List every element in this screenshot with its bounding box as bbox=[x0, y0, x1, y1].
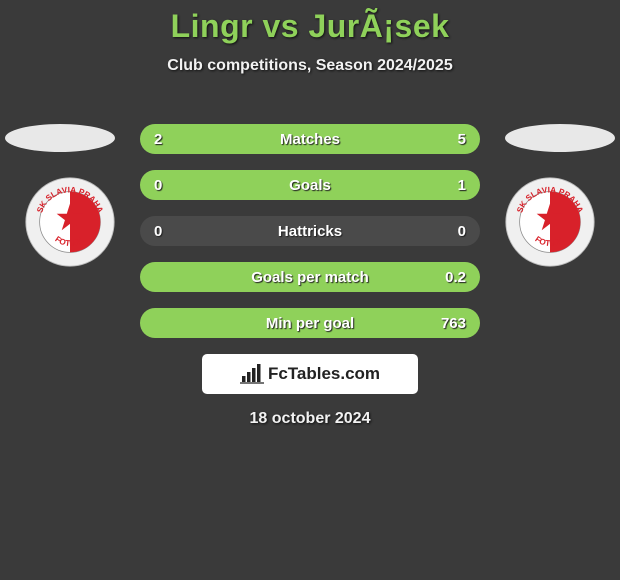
stat-right-value: 0 bbox=[458, 223, 466, 240]
stat-row: 2 Matches 5 bbox=[140, 124, 480, 154]
stat-row: Min per goal 763 bbox=[140, 308, 480, 338]
left-logo-ellipse bbox=[5, 124, 115, 152]
snapshot-date: 18 october 2024 bbox=[250, 410, 371, 428]
stats-panel: 2 Matches 5 0 Goals 1 0 Hattricks 0 Goals per mat… bbox=[140, 124, 480, 354]
stat-row: Goals per match 0.2 bbox=[140, 262, 480, 292]
stat-label: Goals per match bbox=[251, 269, 369, 286]
stat-right-value: 0.2 bbox=[445, 269, 466, 286]
right-club-logo: SK SLAVIA PRAHA FOTBAL bbox=[504, 176, 596, 268]
stat-label: Matches bbox=[280, 131, 340, 148]
stat-right-value: 1 bbox=[458, 177, 466, 194]
left-club-logo: SK SLAVIA PRAHA FOTBAL bbox=[24, 176, 116, 268]
right-logo-ellipse bbox=[505, 124, 615, 152]
stat-left-value: 2 bbox=[154, 131, 162, 148]
stat-row: 0 Goals 1 bbox=[140, 170, 480, 200]
comparison-title: Lingr vs JurÃ¡sek bbox=[0, 8, 620, 45]
branding-badge: FcTables.com bbox=[202, 354, 418, 394]
stat-left-value: 0 bbox=[154, 177, 162, 194]
stat-label: Min per goal bbox=[266, 315, 354, 332]
stat-row: 0 Hattricks 0 bbox=[140, 216, 480, 246]
slavia-praha-crest-icon: SK SLAVIA PRAHA FOTBAL bbox=[24, 176, 116, 268]
slavia-praha-crest-icon: SK SLAVIA PRAHA FOTBAL bbox=[504, 176, 596, 268]
stat-label: Goals bbox=[289, 177, 331, 194]
stat-left-value: 0 bbox=[154, 223, 162, 240]
stat-right-value: 5 bbox=[458, 131, 466, 148]
stat-right-value: 763 bbox=[441, 315, 466, 332]
bar-chart-icon bbox=[240, 364, 264, 384]
branding-text: FcTables.com bbox=[268, 364, 380, 384]
stat-label: Hattricks bbox=[278, 223, 342, 240]
comparison-subtitle: Club competitions, Season 2024/2025 bbox=[0, 57, 620, 75]
